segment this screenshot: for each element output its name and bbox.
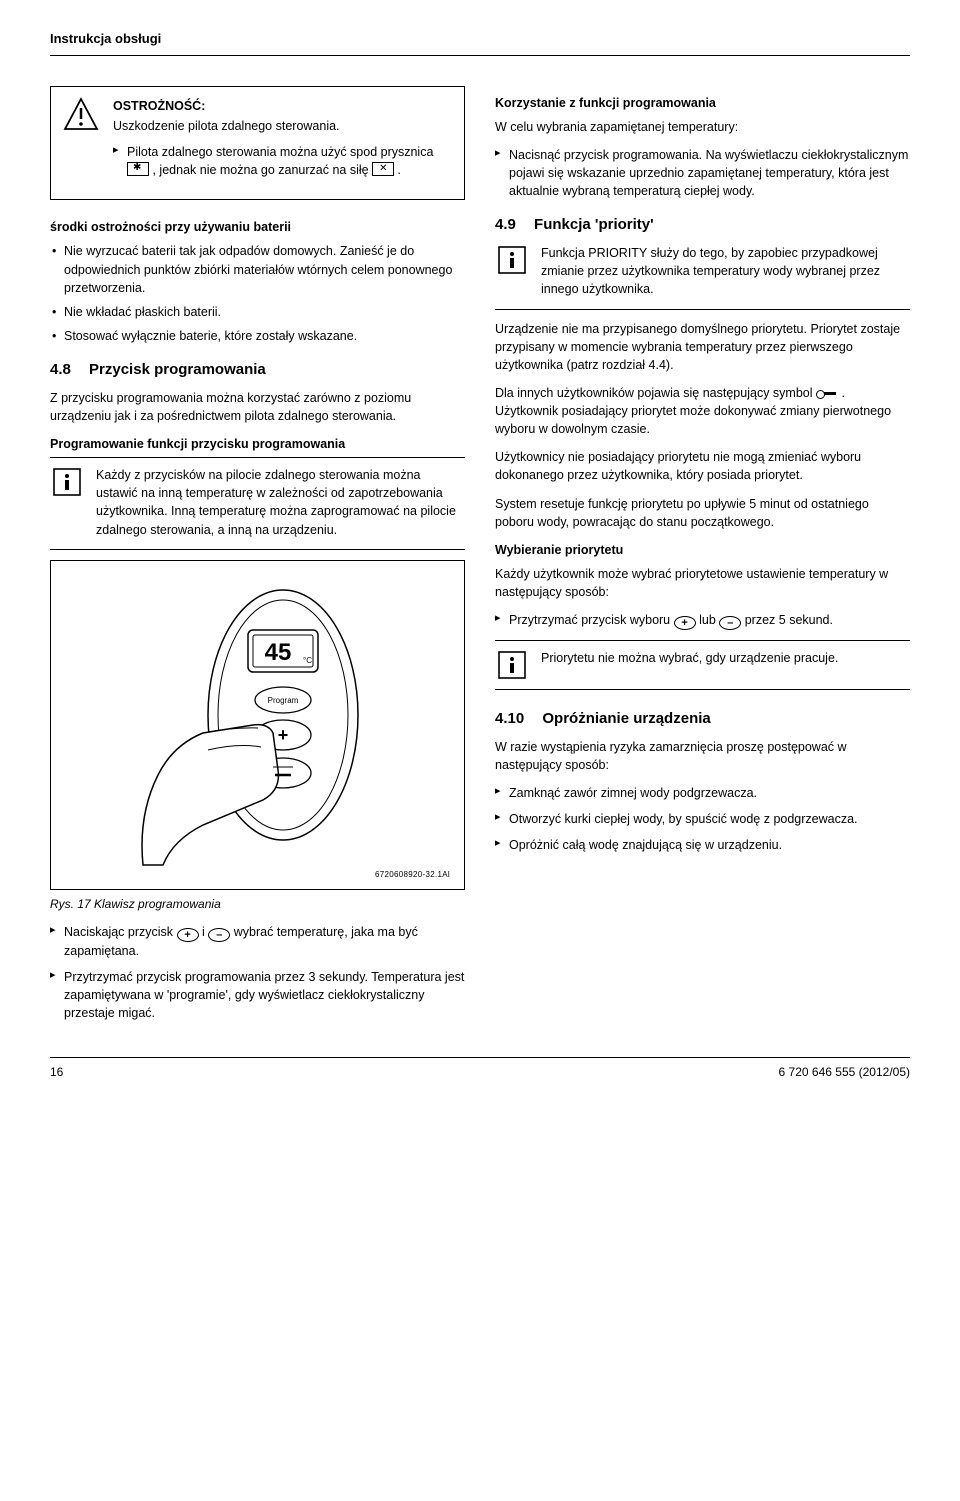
page-footer: 16 6 720 646 555 (2012/05) (50, 1057, 910, 1081)
section-4-10-heading: 4.10 Opróżnianie urządzenia (495, 708, 910, 730)
priority-info2-text: Priorytetu nie można wybrać, gdy urządze… (541, 649, 910, 679)
use-list: Nacisnąć przycisk programowania. Na wyśw… (495, 146, 910, 200)
s49-p5: Każdy użytkownik może wybrać priorytetow… (495, 565, 910, 601)
svg-text:+: + (277, 725, 288, 745)
key-icon (816, 387, 838, 398)
caution-text-b: , jednak nie można go zanurzać na siłę (152, 163, 372, 177)
select-priority-heading: Wybieranie priorytetu (495, 541, 910, 559)
section-4-10-num: 4.10 (495, 708, 524, 730)
use-item-1: Nacisnąć przycisk programowania. Na wyśw… (495, 146, 910, 200)
s49-p3: Użytkownicy nie posiadający priorytetu n… (495, 448, 910, 484)
minus-button-icon: – (719, 616, 741, 630)
remote-illustration: 45 °C Program + (133, 575, 383, 875)
plus-button-icon: + (674, 616, 696, 630)
section-4-8-heading: 4.8 Przycisk programowania (50, 359, 465, 381)
content-columns: OSTROŻNOŚĆ: Uszkodzenie pilota zdalnego … (50, 86, 910, 1033)
caution-line1: Uszkodzenie pilota zdalnego sterowania. (113, 117, 452, 135)
battery-list: Nie wyrzucać baterii tak jak odpadów dom… (50, 242, 465, 345)
info-icon (495, 649, 529, 679)
use-p1: W celu wybrania zapamiętanej temperatury… (495, 118, 910, 136)
section-4-8-p1: Z przycisku programowania można korzysta… (50, 389, 465, 425)
footer-doc-number: 6 720 646 555 (2012/05) (779, 1064, 910, 1081)
figure-remote: 45 °C Program + 6720608920-32.1Al (50, 560, 465, 890)
section-4-9-title: Funkcja 'priority' (534, 216, 654, 233)
battery-item-1: Nie wyrzucać baterii tak jak odpadów dom… (50, 242, 465, 296)
divider (495, 640, 910, 641)
footer-page-number: 16 (50, 1064, 63, 1081)
section-4-9-num: 4.9 (495, 214, 516, 236)
left-column: OSTROŻNOŚĆ: Uszkodzenie pilota zdalnego … (50, 86, 465, 1033)
header-rule (50, 55, 910, 56)
s410-a3: Opróżnić całą wodę znajdującą się w urzą… (495, 836, 910, 854)
caution-text-c: . (398, 163, 401, 177)
caution-body: OSTROŻNOŚĆ: Uszkodzenie pilota zdalnego … (113, 97, 452, 188)
s49-p4: System resetuje funkcję priorytetu po up… (495, 495, 910, 531)
programming-subheading: Programowanie funkcji przycisku programo… (50, 435, 465, 458)
s49-p2a: Dla innych użytkowników pojawia się nast… (495, 386, 816, 400)
s49-a2c: przez 5 sekund. (745, 613, 833, 627)
caution-icon (63, 97, 101, 188)
caution-title: OSTROŻNOŚĆ: (113, 97, 452, 115)
no-submerge-icon (372, 162, 394, 176)
minus-button-icon: – (208, 928, 230, 942)
caution-instruction: Pilota zdalnego sterowania można użyć sp… (113, 143, 452, 179)
right-column: Korzystanie z funkcji programowania W ce… (495, 86, 910, 1033)
use-heading: Korzystanie z funkcji programowania (495, 94, 910, 112)
info-icon (50, 466, 84, 539)
s410-p1: W razie wystąpienia ryzyka zamarznięcia … (495, 738, 910, 774)
priority-info-row: Funkcja PRIORITY służy do tego, by zapob… (495, 244, 910, 309)
s410-a2: Otworzyć kurki ciepłej wody, by spuścić … (495, 810, 910, 828)
remote-display-value: 45 (264, 639, 291, 666)
priority-info-text: Funkcja PRIORITY służy do tego, by zapob… (541, 244, 910, 298)
section-4-10-title: Opróżnianie urządzenia (542, 710, 710, 727)
af1-b: i (202, 925, 208, 939)
section-4-9-heading: 4.9 Funkcja 'priority' (495, 214, 910, 236)
shower-icon (127, 162, 149, 176)
plus-button-icon: + (177, 928, 199, 942)
svg-text:°C: °C (303, 656, 312, 665)
battery-heading: środki ostrożności przy używaniu baterii (50, 218, 465, 236)
caution-box: OSTROŻNOŚĆ: Uszkodzenie pilota zdalnego … (50, 86, 465, 201)
after-fig-item-1: Naciskając przycisk + i – wybrać tempera… (50, 923, 465, 960)
af1-a: Naciskając przycisk (64, 925, 177, 939)
info-icon (495, 244, 529, 298)
programming-info-row: Każdy z przycisków na pilocie zdalnego s… (50, 466, 465, 550)
svg-text:Program: Program (267, 696, 298, 705)
s410-list: Zamknąć zawór zimnej wody podgrzewacza. … (495, 784, 910, 854)
figure-caption: Rys. 17 Klawisz programowania (50, 896, 465, 913)
s410-a1: Zamknąć zawór zimnej wody podgrzewacza. (495, 784, 910, 802)
programming-info-text: Każdy z przycisków na pilocie zdalnego s… (96, 466, 465, 539)
after-fig-list: Naciskając przycisk + i – wybrać tempera… (50, 923, 465, 1023)
figure-reference-label: 6720608920-32.1Al (375, 869, 450, 881)
s49-a2a: Przytrzymać przycisk wyboru (509, 613, 674, 627)
caution-text-a: Pilota zdalnego sterowania można użyć sp… (127, 145, 433, 159)
s49-p1: Urządzenie nie ma przypisanego domyślneg… (495, 320, 910, 374)
battery-item-2: Nie wkładać płaskich baterii. (50, 303, 465, 321)
section-4-8-title: Przycisk programowania (89, 361, 266, 378)
s49-arrow-list: Przytrzymać przycisk wyboru + lub – prze… (495, 611, 910, 630)
section-4-8-num: 4.8 (50, 359, 71, 381)
page-header: Instrukcja obsługi (50, 30, 910, 49)
after-fig-item-2: Przytrzymać przycisk programowania przez… (50, 968, 465, 1022)
battery-item-3: Stosować wyłącznie baterie, które został… (50, 327, 465, 345)
priority-info2-row: Priorytetu nie można wybrać, gdy urządze… (495, 649, 910, 690)
s49-p2: Dla innych użytkowników pojawia się nast… (495, 384, 910, 438)
s49-a2b: lub (699, 613, 719, 627)
s49-arrow-1: Przytrzymać przycisk wyboru + lub – prze… (495, 611, 910, 630)
